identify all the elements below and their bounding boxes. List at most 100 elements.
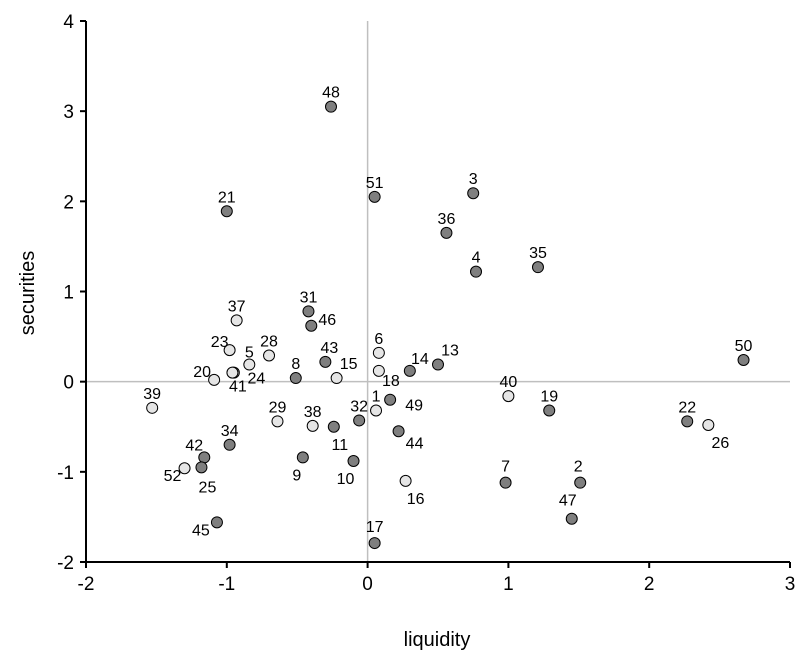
data-point (223, 344, 236, 357)
point-label: 23 (211, 334, 229, 351)
point-label: 11 (332, 437, 349, 454)
data-point (392, 425, 405, 438)
data-point (243, 358, 256, 371)
data-point (220, 205, 233, 218)
data-point (543, 404, 556, 417)
point-label: 44 (406, 435, 424, 452)
data-point (347, 455, 360, 468)
point-label: 7 (501, 459, 510, 476)
y-tick-label: -2 (57, 553, 74, 574)
point-label: 25 (199, 479, 217, 496)
data-point (210, 516, 223, 529)
x-tick-label: -2 (78, 574, 95, 595)
data-point (432, 358, 444, 371)
point-label: 3 (469, 171, 478, 188)
point-label: 51 (366, 175, 384, 192)
point-label: 1 (372, 389, 381, 406)
point-label: 2 (574, 459, 583, 476)
data-point (263, 349, 276, 362)
data-point (681, 415, 694, 428)
point-label: 39 (143, 386, 161, 403)
point-label: 5 (245, 345, 254, 362)
data-point (324, 100, 337, 113)
point-label: 10 (337, 471, 355, 488)
point-label: 29 (269, 399, 287, 416)
data-point (574, 476, 587, 489)
data-point (467, 187, 480, 200)
data-point (737, 354, 750, 367)
point-label: 32 (350, 398, 368, 415)
data-point (384, 393, 397, 406)
point-label: 50 (735, 338, 753, 355)
point-label: 41 (229, 379, 247, 396)
point-label: 16 (407, 491, 425, 508)
data-point (403, 364, 416, 377)
y-tick-label: -1 (57, 463, 74, 484)
point-label: 48 (322, 85, 340, 102)
data-point (353, 414, 366, 427)
data-point (306, 419, 319, 432)
point-label: 28 (260, 334, 278, 351)
point-label: 37 (228, 298, 246, 315)
data-point (302, 305, 315, 318)
point-label: 42 (185, 437, 203, 454)
x-tick-label: 1 (503, 574, 514, 595)
point-label: 21 (218, 189, 236, 206)
data-point (470, 265, 483, 278)
data-point (178, 462, 191, 475)
point-label: 9 (292, 467, 301, 484)
point-label: 45 (192, 522, 210, 539)
y-tick-label: 3 (63, 102, 74, 123)
point-label: 18 (382, 373, 400, 390)
point-label: 52 (164, 468, 182, 485)
data-point (372, 364, 385, 377)
y-tick-label: 4 (63, 12, 74, 33)
data-point (226, 366, 239, 379)
x-tick-label: 3 (785, 574, 796, 595)
x-axis-label: liquidity (404, 629, 471, 651)
point-label: 36 (438, 211, 456, 228)
y-tick-label: 0 (63, 373, 74, 394)
x-tick-label: 0 (362, 574, 373, 595)
data-point (223, 438, 236, 451)
point-label: 47 (559, 493, 577, 510)
point-label: 6 (374, 331, 383, 348)
data-point (195, 461, 208, 474)
data-point (372, 346, 385, 359)
data-points (146, 100, 750, 550)
point-label: 13 (441, 343, 459, 360)
data-point (702, 418, 715, 431)
data-point (327, 420, 340, 433)
data-point (230, 314, 243, 327)
data-point (368, 190, 381, 203)
point-label: 20 (193, 364, 211, 381)
point-label: 38 (304, 404, 322, 421)
data-point (146, 401, 159, 414)
point-label: 43 (320, 340, 338, 357)
point-label: 14 (411, 351, 429, 368)
point-label: 46 (318, 312, 336, 329)
point-label: 15 (340, 356, 358, 373)
reference-lines (86, 21, 790, 562)
point-label: 40 (500, 374, 518, 391)
point-label: 22 (678, 399, 696, 416)
data-point (368, 537, 381, 550)
point-label: 19 (540, 389, 558, 406)
data-point (499, 476, 512, 489)
data-point (399, 474, 412, 487)
point-label: 17 (366, 519, 384, 536)
point-label: 24 (248, 371, 266, 388)
data-point (330, 372, 343, 385)
point-label: 34 (221, 423, 239, 440)
point-label: 31 (300, 289, 318, 306)
y-tick-label: 2 (63, 192, 74, 213)
point-label: 8 (291, 356, 300, 373)
y-axis-label: securities (17, 251, 39, 335)
data-point (289, 372, 302, 385)
data-point (440, 226, 453, 239)
data-point (296, 451, 309, 464)
data-point (370, 404, 383, 417)
data-point (208, 373, 221, 386)
